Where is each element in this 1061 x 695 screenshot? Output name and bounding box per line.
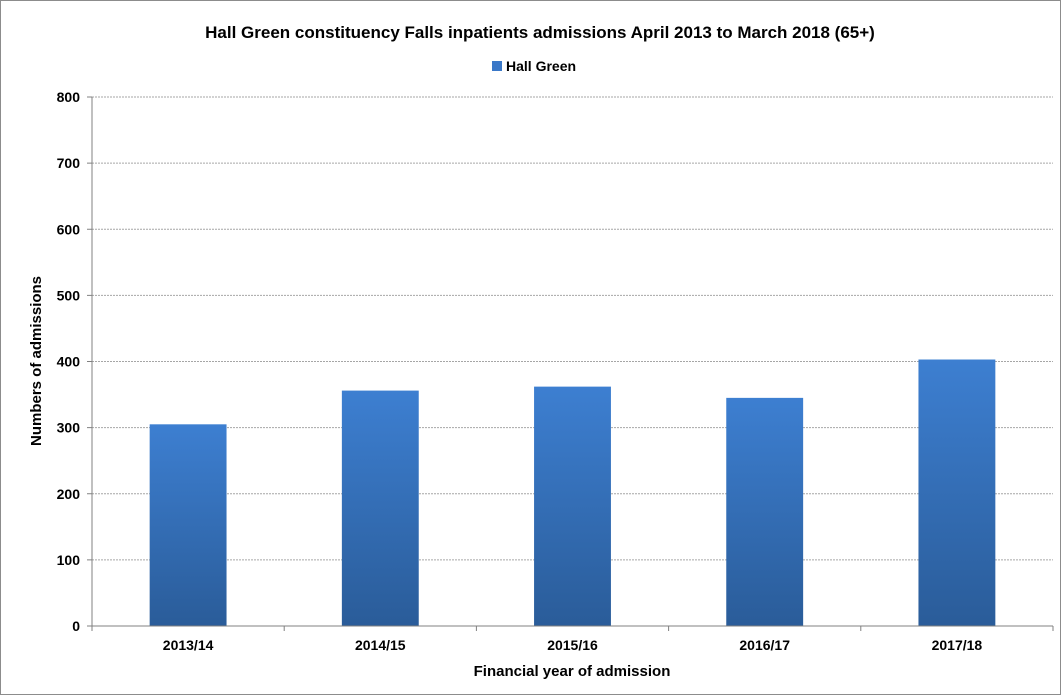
bar-2015-16 xyxy=(534,386,611,626)
y-tick-label: 700 xyxy=(57,155,81,171)
axes xyxy=(91,97,1053,627)
y-tick-label: 800 xyxy=(57,89,81,105)
y-tick-label: 500 xyxy=(57,287,81,303)
x-tick-label: 2015/16 xyxy=(547,637,598,653)
y-tick-label: 0 xyxy=(72,618,80,634)
bar-2014-15 xyxy=(341,390,419,626)
bar-2017-18 xyxy=(918,359,996,626)
chart-title: Hall Green constituency Falls inpatients… xyxy=(205,23,875,42)
x-tick-label: 2017/18 xyxy=(932,637,983,653)
y-axis-label: Numbers of admissions xyxy=(28,276,45,446)
legend-label: Hall Green xyxy=(506,58,576,74)
y-tick-label: 600 xyxy=(57,221,81,237)
x-axis-label: Financial year of admission xyxy=(474,663,671,680)
bar-2016-17 xyxy=(726,397,804,626)
y-tick-label: 100 xyxy=(57,552,81,568)
x-tick-label: 2013/14 xyxy=(163,637,214,653)
bar-2013-14 xyxy=(149,424,227,626)
y-tick-label: 400 xyxy=(57,354,81,370)
y-tick-label: 300 xyxy=(57,420,81,436)
x-axis-ticks: 2013/14 2014/15 2015/16 2016/17 2017/18 xyxy=(91,626,1054,653)
legend: Hall Green xyxy=(492,58,576,74)
y-axis-ticks: 0 100 200 300 400 500 600 700 800 xyxy=(57,89,92,634)
x-tick-label: 2016/17 xyxy=(739,637,790,653)
legend-marker xyxy=(492,61,502,71)
y-tick-label: 200 xyxy=(57,486,81,502)
bars xyxy=(149,359,996,626)
x-tick-label: 2014/15 xyxy=(355,637,406,653)
